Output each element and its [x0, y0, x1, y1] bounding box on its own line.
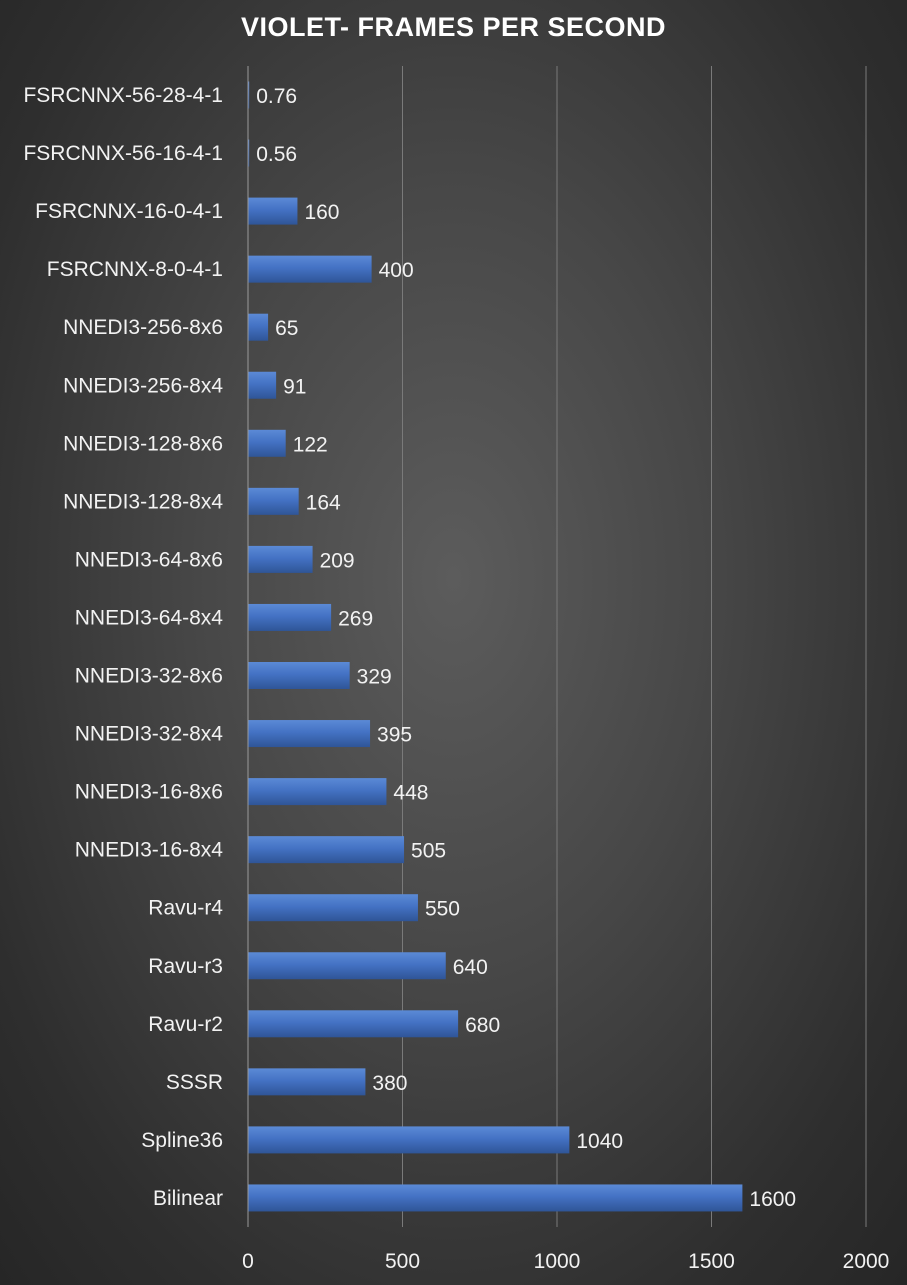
data-label: 329: [357, 666, 392, 689]
x-tick-label: 1500: [688, 1250, 735, 1273]
data-label: 680: [465, 1014, 500, 1037]
data-label: 640: [453, 956, 488, 979]
bar: [248, 81, 250, 109]
category-label: Spline36: [141, 1129, 223, 1152]
data-label: 269: [338, 607, 373, 630]
x-tick-label: 2000: [843, 1250, 890, 1273]
category-label: NNEDI3-256-8x6: [63, 316, 223, 339]
gridlines: [402, 66, 867, 1227]
bar: [248, 487, 299, 515]
bar: [248, 720, 371, 748]
category-label: FSRCNNX-8-0-4-1: [47, 258, 223, 281]
category-label: NNEDI3-256-8x4: [63, 374, 223, 397]
bar: [248, 952, 446, 980]
data-label: 0.76: [256, 85, 297, 108]
bar: [248, 778, 387, 806]
data-label: 164: [306, 491, 341, 514]
category-label: NNEDI3-128-8x6: [63, 432, 223, 455]
x-tick-label: 0: [242, 1250, 254, 1273]
data-label: 448: [393, 782, 428, 805]
bar: [248, 894, 418, 922]
data-label: 209: [320, 549, 355, 572]
data-label: 0.56: [256, 143, 297, 166]
category-label: NNEDI3-32-8x6: [75, 665, 223, 688]
data-label: 160: [304, 201, 339, 224]
category-label: Ravu-r3: [148, 955, 223, 978]
category-label: SSSR: [166, 1071, 223, 1094]
category-label: FSRCNNX-16-0-4-1: [35, 200, 223, 223]
category-label: NNEDI3-16-8x4: [75, 839, 224, 862]
bar: [248, 371, 277, 399]
category-label: NNEDI3-16-8x6: [75, 781, 223, 804]
category-label: NNEDI3-128-8x4: [63, 490, 223, 513]
labels: 0 500 1000 1500 2000 FSRCNNX-56-28-4-1 0.76 FSR…: [23, 84, 889, 1273]
category-label: NNEDI3-64-8x6: [75, 548, 223, 571]
category-label: FSRCNNX-56-16-4-1: [23, 142, 223, 165]
bar: [248, 255, 372, 283]
bar: [248, 662, 350, 689]
data-label: 1040: [576, 1130, 623, 1153]
data-label: 505: [411, 840, 446, 863]
data-label: 122: [293, 433, 328, 456]
data-label: 550: [425, 898, 460, 921]
category-label: Ravu-r2: [148, 1013, 223, 1036]
data-label: 91: [283, 375, 306, 398]
x-tick-label: 1000: [534, 1250, 581, 1273]
bar: [248, 429, 286, 457]
data-label: 65: [275, 317, 298, 340]
data-label: 1600: [749, 1188, 796, 1211]
bars: [248, 81, 743, 1212]
category-label: NNEDI3-32-8x4: [75, 723, 224, 746]
bar: [248, 836, 405, 864]
category-label: NNEDI3-64-8x4: [75, 606, 224, 629]
data-label: 380: [372, 1072, 407, 1095]
bar: [248, 139, 250, 167]
data-label: 395: [377, 724, 412, 747]
bar: [248, 603, 332, 631]
bar: [248, 313, 269, 341]
bar: [248, 1126, 570, 1154]
chart-title: VIOLET- FRAMES PER SECOND: [240, 12, 667, 42]
category-label: Bilinear: [153, 1187, 223, 1210]
category-label: Ravu-r4: [148, 897, 223, 920]
bar: [248, 1184, 743, 1212]
bar: [248, 545, 313, 573]
bar: [248, 1068, 366, 1096]
category-label: FSRCNNX-56-28-4-1: [23, 84, 223, 107]
data-label: 400: [379, 259, 414, 282]
bar: [248, 197, 298, 225]
bar: [248, 1010, 459, 1038]
x-tick-label: 500: [385, 1250, 420, 1273]
